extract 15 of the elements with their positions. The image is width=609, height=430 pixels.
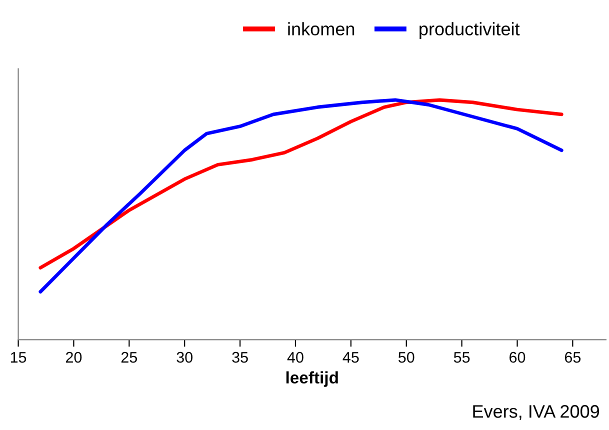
- x-tick-label: 65: [564, 352, 581, 363]
- text: Evers, IVA 2009: [473, 405, 600, 420]
- x-tick-label: 40: [287, 352, 304, 363]
- x-tick-label: 35: [232, 352, 248, 363]
- x-tick-label: 45: [342, 352, 359, 363]
- x-tick-label: 15: [10, 352, 26, 363]
- x-tick-label: 25: [121, 352, 138, 363]
- x-axis-title: leeftijd: [286, 371, 338, 387]
- x-tick-label: 30: [176, 352, 192, 363]
- x-tick-label: 50: [398, 352, 414, 363]
- legend-label: inkomen: [288, 22, 354, 36]
- x-tick-label: 55: [454, 352, 470, 363]
- x-tick-label: 60: [510, 352, 526, 363]
- x-tick-label: 20: [66, 352, 82, 363]
- legend-label: productiviteit: [420, 22, 520, 40]
